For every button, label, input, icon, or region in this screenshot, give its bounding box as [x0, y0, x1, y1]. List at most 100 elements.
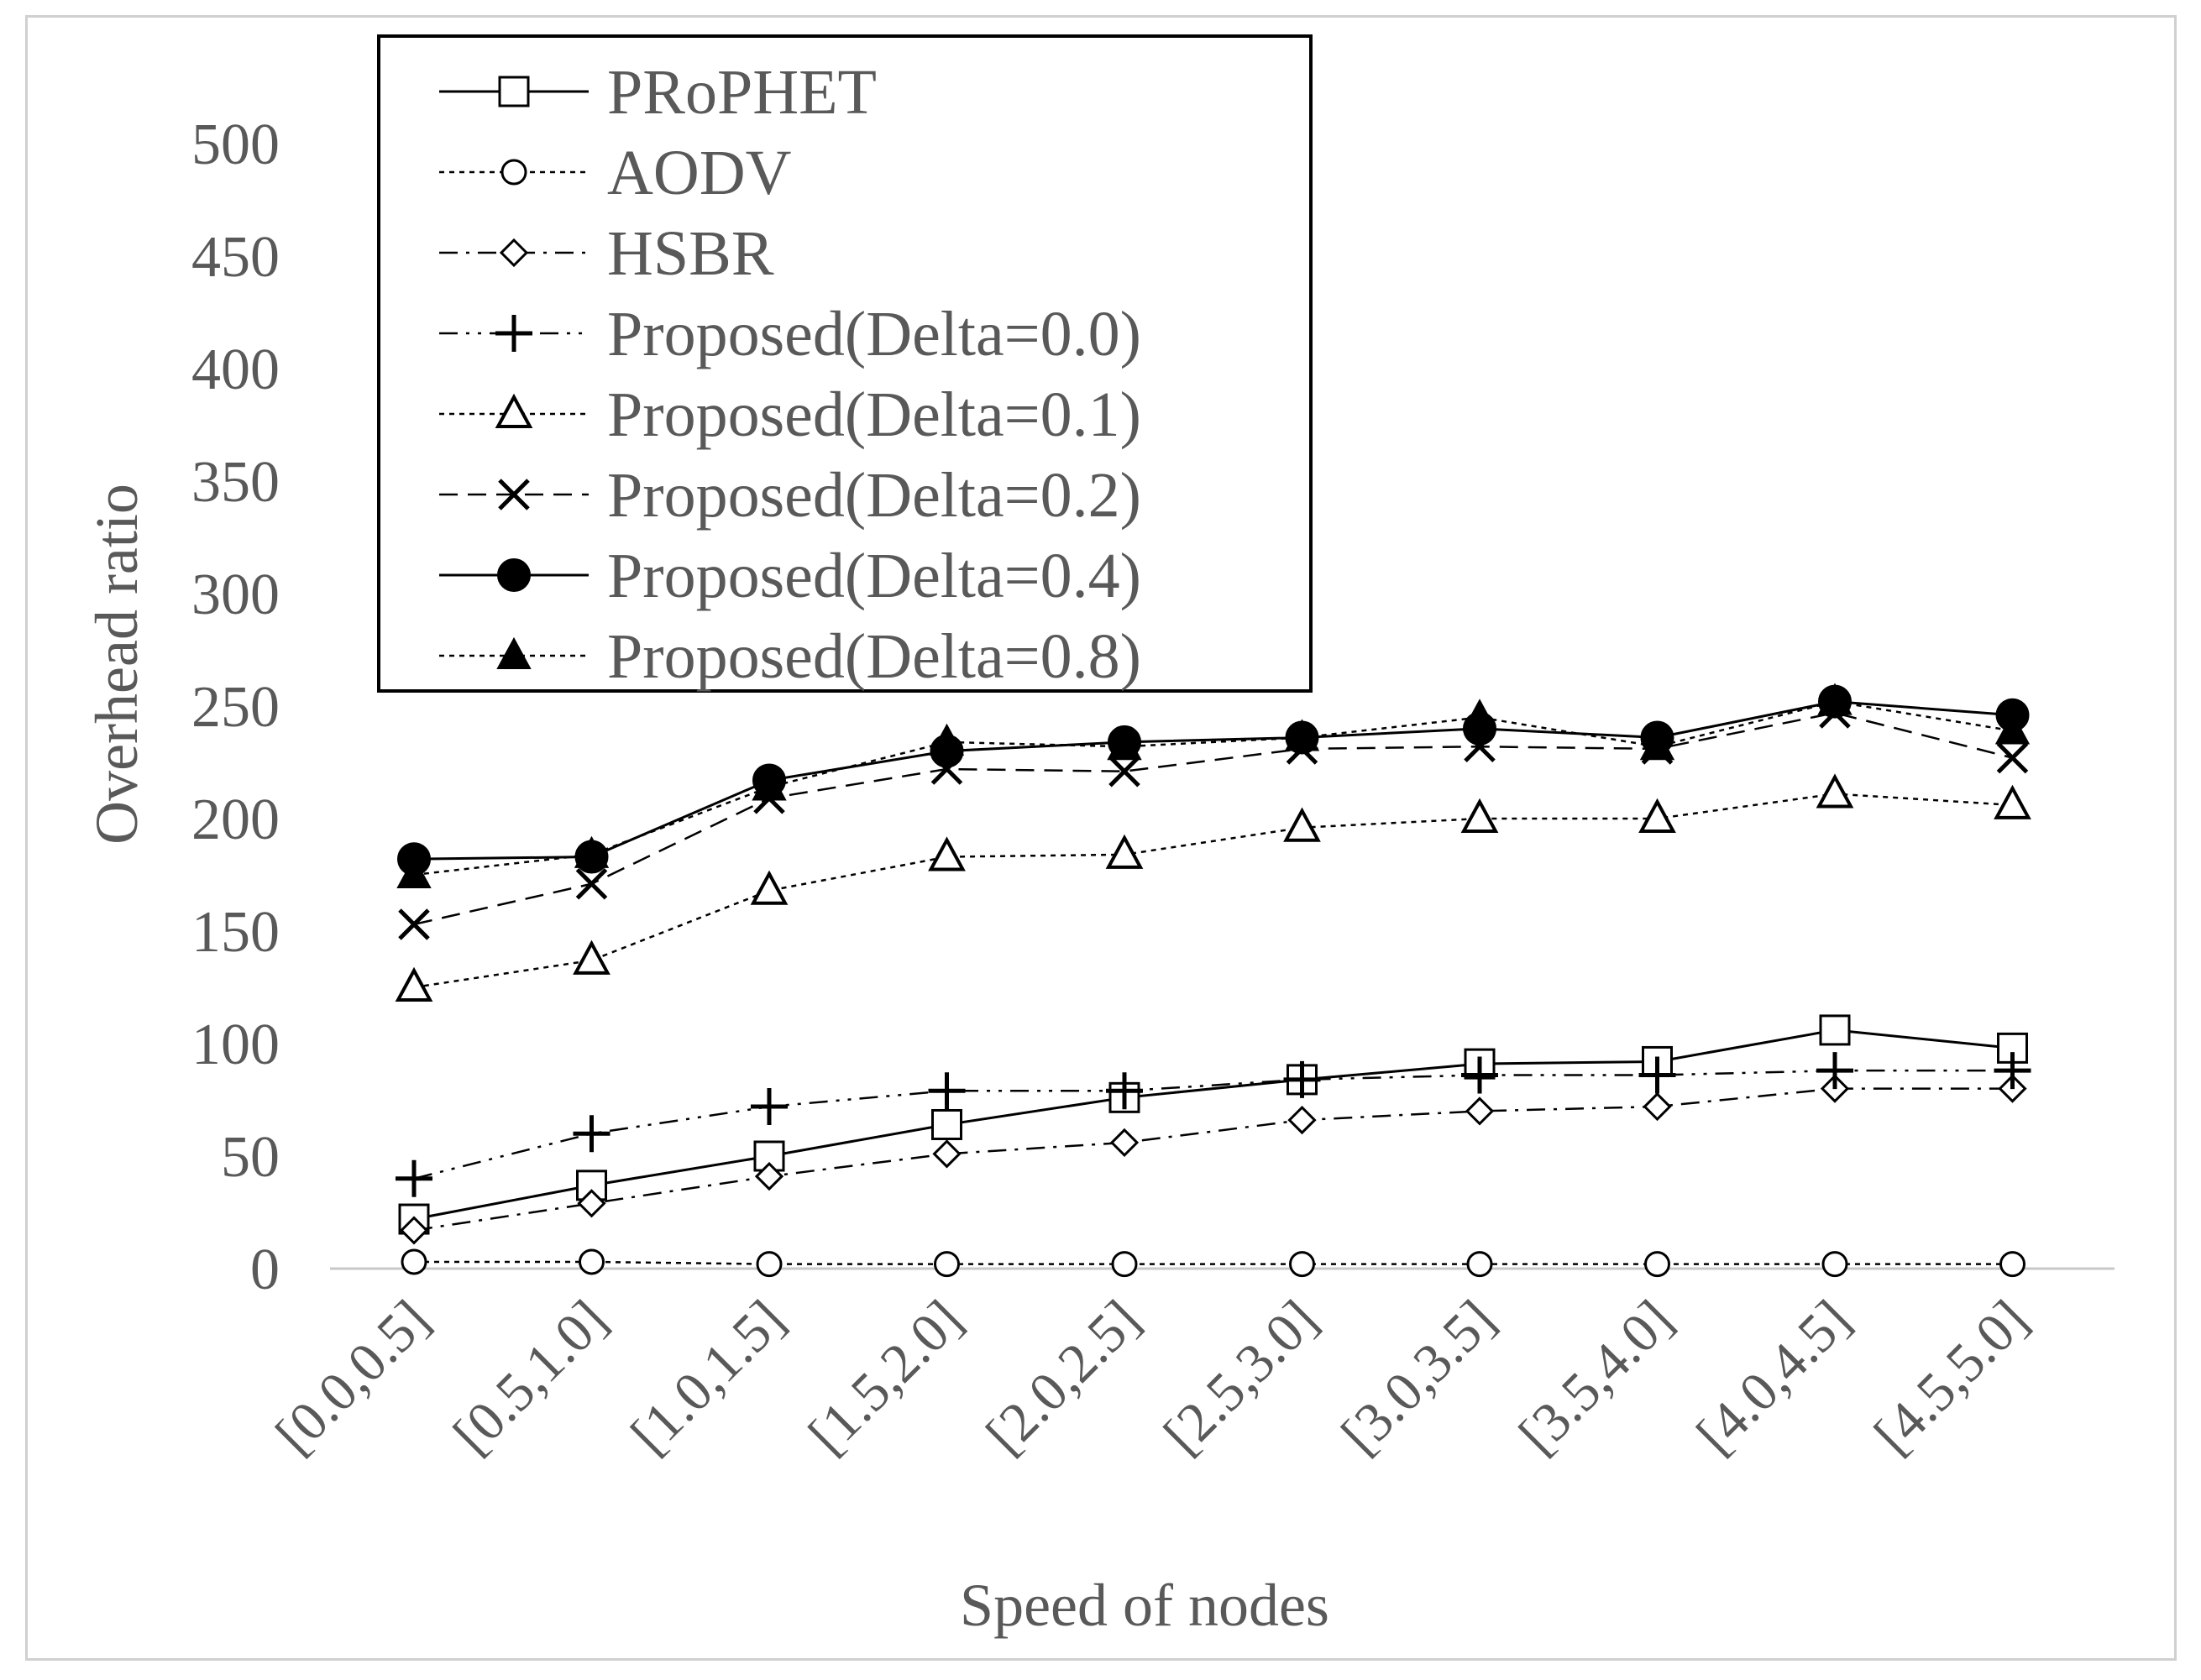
data-point [1638, 798, 1676, 833]
legend-item: HSBR [439, 218, 774, 289]
legend: PRoPHET AODV HSBR Proposed(Delta=0.0) Propos… [377, 34, 1313, 693]
legend-marker [495, 393, 533, 428]
data-point [1460, 798, 1499, 833]
x-axis-ticks: [0.0,0.5] [0.5,1.0] [1.0,1.5] [1.5,2.0] [2.0… [265, 1289, 2041, 1466]
y-tick-label: 250 [191, 675, 280, 740]
data-point [752, 768, 787, 801]
data-point [1289, 1251, 1315, 1278]
legend-label: Proposed(Delta=0.2) [607, 460, 1141, 531]
y-axis-label: Overhead ratio [83, 484, 150, 845]
x-tick-label: [1.5,2.0] [797, 1289, 974, 1466]
data-point [1105, 834, 1144, 869]
data-point [1465, 1096, 1495, 1126]
data-point [1994, 712, 2031, 745]
data-point [1109, 1128, 1140, 1158]
legend-item: Proposed(Delta=0.8) [439, 621, 1141, 692]
data-point [751, 1088, 788, 1126]
y-tick-label: 50 [221, 1125, 280, 1190]
data-point [576, 1170, 607, 1201]
x-tick-label: [3.0,3.5] [1330, 1289, 1507, 1466]
data-point [396, 856, 432, 888]
data-point [928, 1072, 966, 1110]
legend-item: Proposed(Delta=0.0) [439, 299, 1141, 369]
data-point [1639, 728, 1675, 761]
data-point [1106, 1072, 1143, 1110]
data-point [1638, 1056, 1676, 1094]
legend-item: Proposed(Delta=0.2) [439, 460, 1141, 531]
data-point [395, 966, 433, 1002]
legend-label: Proposed(Delta=0.8) [607, 621, 1141, 692]
data-point [1819, 1014, 1851, 1046]
legend-marker [495, 315, 532, 352]
series-Proposed(Delta=0.4) [397, 684, 2030, 877]
data-point [929, 723, 965, 756]
data-point [1643, 1091, 1672, 1122]
x-tick-label: [2.5,3.0] [1152, 1289, 1329, 1466]
y-tick-label: 500 [191, 113, 280, 177]
data-point [1816, 1052, 1853, 1090]
data-point [1817, 683, 1853, 715]
legend-marker [496, 636, 532, 669]
data-point [1283, 807, 1321, 842]
y-tick-label: 0 [250, 1238, 280, 1302]
legend-label: HSBR [607, 218, 774, 289]
data-point [750, 870, 789, 905]
data-point [1108, 755, 1140, 788]
legend-label: Proposed(Delta=0.1) [607, 379, 1141, 450]
y-axis-ticks: 0 50 100 150 200 250 300 350 400 450 500 [191, 113, 280, 1302]
series-line [413, 700, 2013, 877]
x-axis-label: Speed of nodes [960, 1572, 1329, 1639]
series-AODV [401, 1248, 2025, 1278]
data-point [1999, 1251, 2025, 1278]
data-point [1994, 1052, 2031, 1090]
x-tick-label: [0.0,0.5] [265, 1289, 442, 1466]
y-tick-label: 400 [191, 338, 280, 402]
y-tick-label: 300 [191, 563, 280, 627]
x-tick-label: [1.0,1.5] [620, 1289, 797, 1466]
legend-item: Proposed(Delta=0.4) [439, 541, 1141, 611]
legend-label: Proposed(Delta=0.0) [607, 299, 1141, 369]
legend-box [377, 34, 1313, 693]
y-tick-label: 200 [191, 788, 280, 852]
data-point [1821, 1251, 1848, 1278]
chart-frame: 0 50 100 150 200 250 300 350 400 450 500 [0.0,0.5]… [25, 15, 2177, 1661]
data-point [932, 1139, 962, 1169]
data-point [1284, 719, 1320, 751]
x-tick-label: [2.0,2.5] [975, 1289, 1152, 1466]
series-line [413, 1087, 2013, 1232]
data-point [928, 836, 966, 871]
series-Proposed(Delta=0.8) [396, 683, 2031, 888]
x-tick-label: [3.5,4.0] [1507, 1289, 1685, 1466]
y-tick-label: 100 [191, 1013, 280, 1077]
data-point [1107, 728, 1142, 761]
data-point [573, 939, 611, 975]
series-layer [395, 683, 2031, 1278]
series-line [413, 793, 2013, 989]
data-point [1461, 1056, 1498, 1094]
y-tick-label: 150 [191, 900, 280, 965]
series-Proposed(Delta=0.0) [396, 1052, 2031, 1197]
series-HSBR [399, 1074, 2027, 1245]
y-tick-label: 450 [191, 225, 280, 290]
series-PRoPHET [398, 1014, 2028, 1235]
x-tick-label: [4.5,5.0] [1863, 1289, 2040, 1466]
x-tick-label: [4.0,4.5] [1685, 1289, 1863, 1466]
series-Proposed(Delta=0.1) [395, 773, 2031, 1002]
data-point [398, 908, 430, 940]
data-point [573, 1115, 611, 1153]
data-point [1287, 1105, 1317, 1135]
data-point [756, 1251, 783, 1278]
y-tick-label: 350 [191, 450, 280, 515]
data-point [401, 1248, 427, 1275]
data-point [1996, 741, 2029, 774]
series-line [413, 1028, 2013, 1221]
legend-marker [498, 76, 530, 107]
x-tick-label: [0.5,1.0] [442, 1289, 619, 1466]
data-point [1994, 784, 2031, 819]
data-point [1462, 699, 1497, 731]
legend-marker [497, 558, 531, 592]
legend-marker [498, 479, 530, 510]
series-line [414, 1260, 2013, 1265]
data-point [1644, 1251, 1670, 1278]
legend-item: Proposed(Delta=0.1) [439, 379, 1141, 450]
